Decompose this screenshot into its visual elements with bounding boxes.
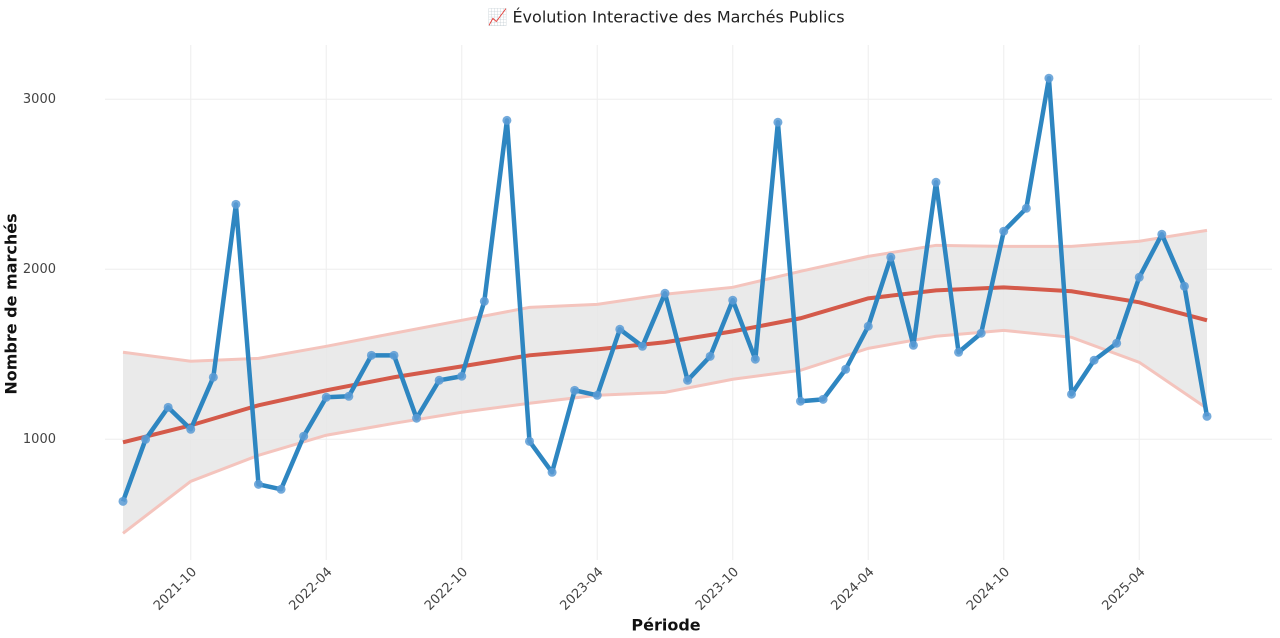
data-point [615,324,625,334]
data-point [141,434,151,444]
y-tick-label: 3000 [23,92,56,107]
data-point [1021,203,1031,213]
data-point [773,117,783,127]
data-point [1112,338,1122,348]
data-point [1067,389,1076,399]
data-point [525,436,534,446]
data-point [231,199,241,209]
data-point [434,375,444,385]
data-point [1179,281,1189,291]
data-point [976,328,986,338]
data-point [389,350,399,360]
data-point [796,396,805,406]
data-point [999,226,1009,236]
x-tick-label: 2023-04 [558,565,607,614]
data-point [186,424,196,434]
data-point [1044,73,1054,83]
x-tick-label: 2021-10 [151,565,200,614]
y-tick-label: 2000 [23,262,56,277]
data-point [118,496,128,506]
data-point [547,467,557,477]
data-point [931,177,941,187]
data-point [299,431,309,441]
data-point [457,371,467,381]
data-point [412,413,422,423]
x-tick-label: 2022-04 [287,565,336,614]
data-point [570,385,580,395]
data-point [592,390,602,400]
data-point [502,115,512,125]
data-point [705,351,715,361]
y-axis-title: Nombre de marchés [2,213,21,394]
trend-line [122,285,1208,445]
y-tick-label: 1000 [23,432,56,447]
data-point [863,321,873,331]
x-tick-label: 2025-04 [1100,565,1149,614]
data-point [254,479,263,489]
chart-title: 📈 Évolution Interactive des Marchés Publ… [487,8,844,27]
data-point [1134,272,1144,282]
data-point [886,252,896,262]
x-tick-label: 2022-10 [422,565,471,614]
data-point [1202,411,1212,421]
data-point [344,391,354,401]
data-point [818,394,828,404]
data-point [660,288,670,298]
data-point [479,296,489,306]
data-point [728,295,738,305]
confidence-band [123,230,1207,534]
data-point [163,402,173,412]
data-point [683,375,693,385]
x-axis-title: Période [631,616,700,635]
x-tick-label: 2024-10 [964,565,1013,614]
data-point [637,341,647,351]
x-tick-label: 2023-10 [693,565,742,614]
data-point [276,484,286,494]
x-tick-label: 2024-04 [829,565,878,614]
data-point [954,347,964,357]
data-point [321,392,331,402]
data-point [1157,229,1167,239]
data-point [366,350,376,360]
data-point [908,340,918,350]
data-point [1089,355,1099,365]
data-point [208,372,218,382]
data-point [750,354,760,364]
data-point [841,364,851,374]
